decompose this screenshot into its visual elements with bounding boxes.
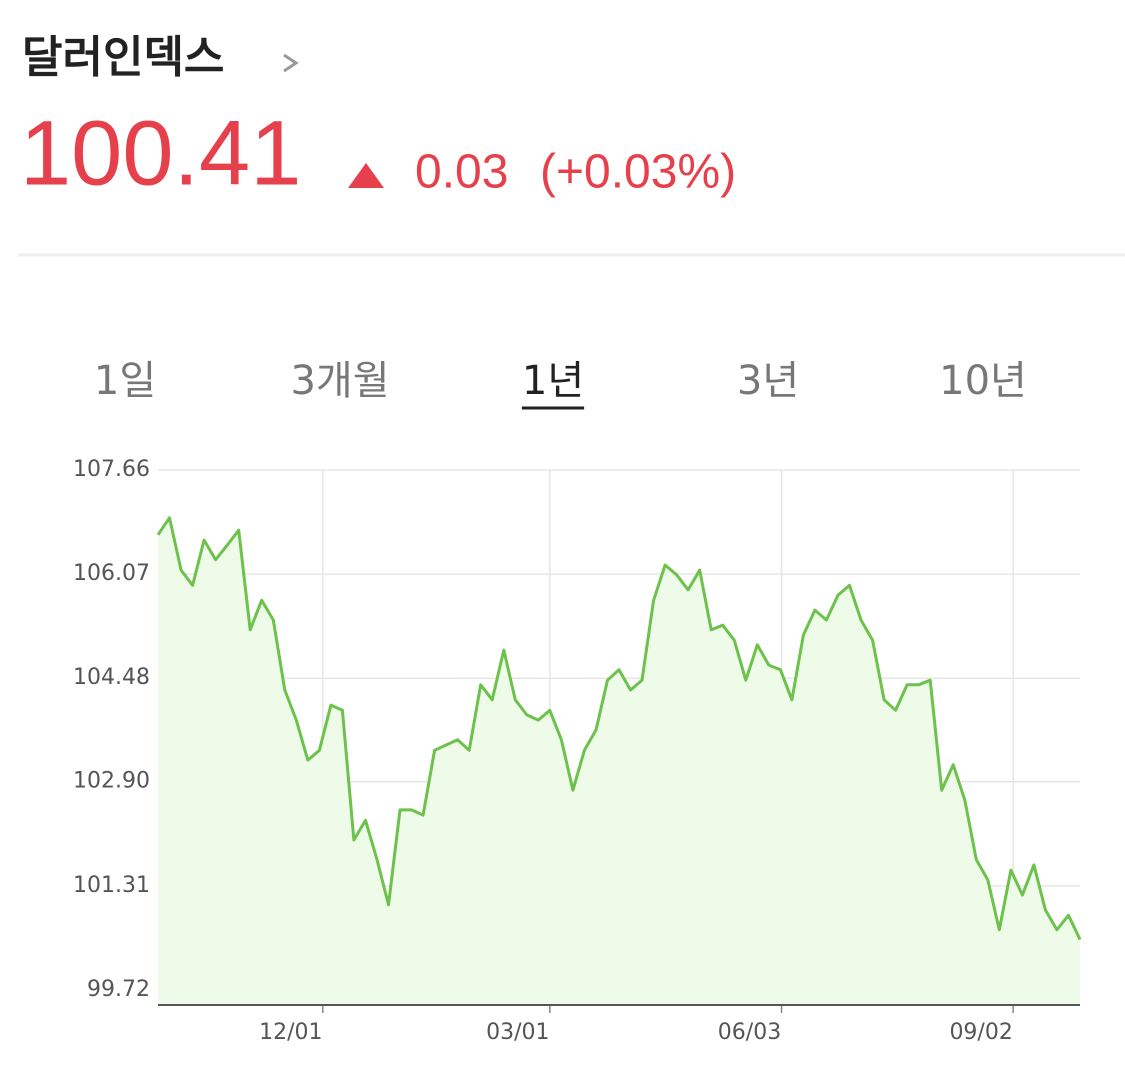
x-tick-label: 09/02 [949, 1020, 1012, 1045]
change-percent: (+0.03%) [540, 146, 736, 199]
tab[interactable]: 3년 [737, 358, 799, 404]
title[interactable]: 달러인덱스 [22, 32, 224, 83]
line [156, 516, 1082, 941]
chart: 107.66 106.07 104.48 102.90 101.31 99.72 12/01… [73, 457, 1082, 1045]
y-tick-label: 102.90 [73, 769, 150, 794]
change: 0.03 [415, 146, 508, 199]
y-tick-label: 106.07 [73, 561, 150, 586]
x-tick-label: 03/01 [486, 1020, 549, 1045]
tab[interactable]: 1년 [522, 358, 584, 404]
y-tick-label: 104.48 [73, 665, 150, 690]
tabs: 1일 3개월 1년 3년 10년 [94, 358, 1027, 410]
x-tick-label: 06/03 [718, 1020, 781, 1045]
chevron[interactable] [283, 53, 299, 73]
title-link[interactable]: 달러인덱스 [22, 32, 299, 83]
y-tick-label: 101.31 [73, 873, 150, 898]
y-tick-label: 107.66 [73, 457, 150, 482]
tab[interactable]: 3개월 [290, 358, 389, 404]
up-triangle [348, 163, 384, 188]
price: 100.41 [20, 102, 301, 204]
tab[interactable]: 10년 [939, 358, 1027, 404]
x-tick-label: 12/01 [259, 1020, 322, 1045]
area [158, 517, 1080, 1005]
y-tick-label: 99.72 [87, 977, 150, 1002]
tab[interactable]: 1일 [94, 358, 156, 404]
